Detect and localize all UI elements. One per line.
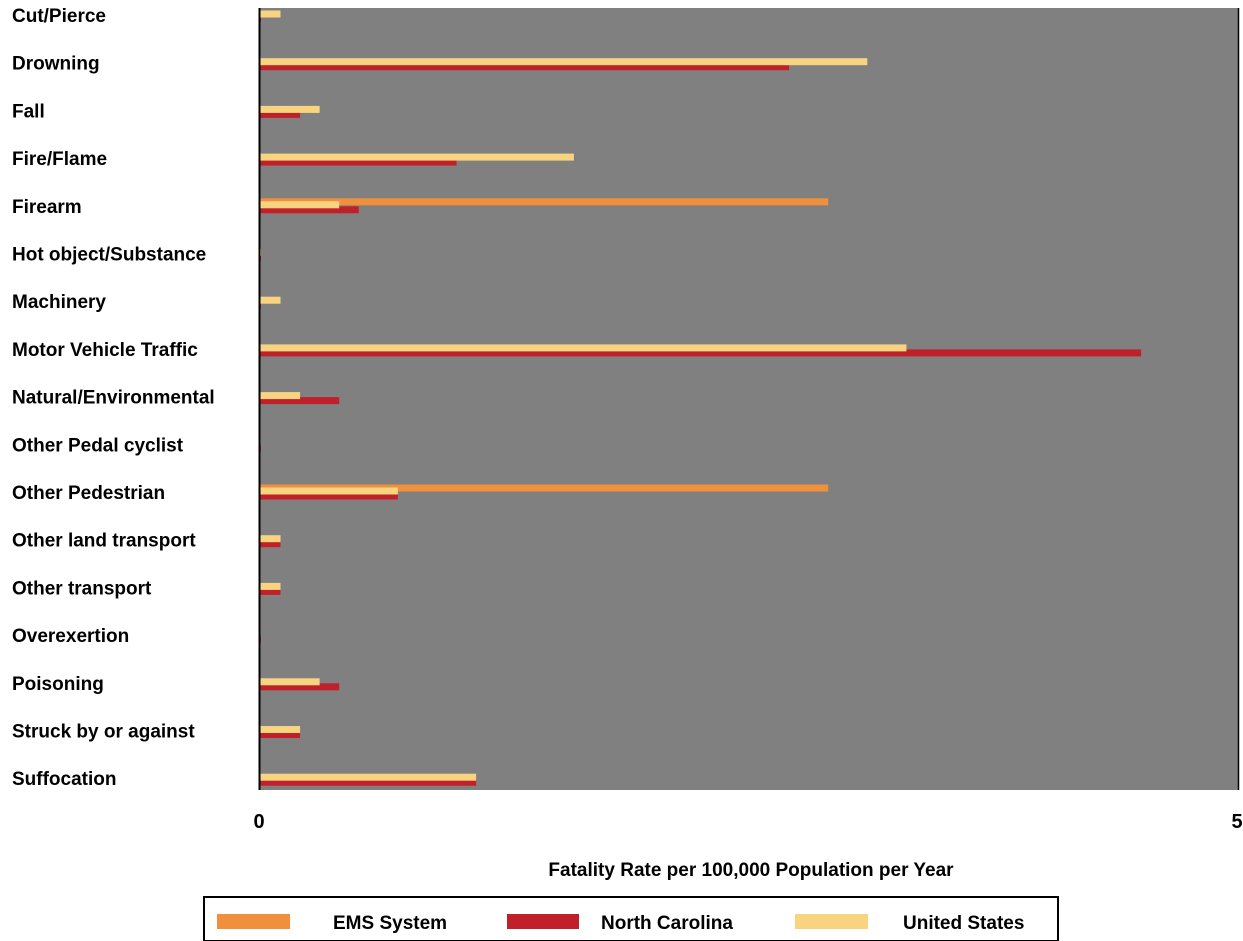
bar-north-carolina-motor-vehicle-traffic <box>259 349 1142 357</box>
bar-united-states-firearm <box>259 201 340 209</box>
category-label-other-pedestrian: Other Pedestrian <box>12 483 165 504</box>
category-label-motor-vehicle-traffic: Motor Vehicle Traffic <box>12 340 198 361</box>
bar-north-carolina-natural-environmental <box>259 397 340 405</box>
x-tick-label-0: 0 <box>253 811 264 833</box>
bar-united-states-suffocation <box>259 773 477 781</box>
bars-group <box>259 10 1142 786</box>
bar-united-states-other-transport <box>259 582 281 590</box>
legend-swatch-north-carolina <box>507 914 579 929</box>
legend-label-ems-system: EMS System <box>333 913 447 934</box>
bar-north-carolina-firearm <box>259 206 359 214</box>
legend-label-united-states: United States <box>903 913 1024 934</box>
category-label-fall: Fall <box>12 101 45 122</box>
category-label-cut-pierce: Cut/Pierce <box>12 6 106 27</box>
category-label-struck-by-or-against: Struck by or against <box>12 722 195 743</box>
category-label-suffocation: Suffocation <box>12 769 117 790</box>
bar-north-carolina-other-pedestrian <box>259 492 398 500</box>
bar-ems-system-other-pedestrian <box>259 484 829 492</box>
plot-area <box>259 8 1239 790</box>
bar-united-states-motor-vehicle-traffic <box>259 344 907 352</box>
bar-north-carolina-other-transport <box>259 587 281 595</box>
x-axis-title: Fatality Rate per 100,000 Population per… <box>548 860 954 881</box>
legend-box <box>203 896 1059 941</box>
bar-north-carolina-drowning <box>259 63 790 71</box>
x-tick-label-5: 5 <box>1231 811 1242 833</box>
bar-north-carolina-suffocation <box>259 778 477 786</box>
category-label-other-land-transport: Other land transport <box>12 531 196 552</box>
category-label-hot-object-substance: Hot object/Substance <box>12 245 206 266</box>
category-label-natural-environmental: Natural/Environmental <box>12 388 215 409</box>
category-label-drowning: Drowning <box>12 54 100 75</box>
bar-united-states-poisoning <box>259 678 320 686</box>
bar-united-states-drowning <box>259 58 868 66</box>
legend-swatch-united-states <box>795 914 868 929</box>
bar-united-states-natural-environmental <box>259 392 301 400</box>
bar-united-states-fall <box>259 105 320 113</box>
bar-north-carolina-fire-flame <box>259 158 457 166</box>
category-label-machinery: Machinery <box>12 292 106 313</box>
bar-north-carolina-poisoning <box>259 683 340 691</box>
bar-united-states-fire-flame <box>259 153 574 161</box>
bar-united-states-machinery <box>259 296 281 304</box>
category-label-firearm: Firearm <box>12 197 82 218</box>
bar-united-states-other-pedestrian <box>259 487 398 495</box>
category-label-overexertion: Overexertion <box>12 626 129 647</box>
bar-north-carolina-other-land-transport <box>259 540 281 548</box>
bar-north-carolina-struck-by-or-against <box>259 731 301 738</box>
category-label-other-transport: Other transport <box>12 578 152 599</box>
category-label-other-pedal-cyclist: Other Pedal cyclist <box>12 435 184 456</box>
category-label-fire-flame: Fire/Flame <box>12 149 107 170</box>
category-labels: Cut/Pierce Drowning Fall Fire/Flame Firearm H… <box>12 6 215 790</box>
bar-united-states-other-land-transport <box>259 535 281 543</box>
legend: EMS System North Carolina United States <box>203 896 1059 941</box>
legend-label-north-carolina: North Carolina <box>601 913 733 934</box>
legend-swatch-ems-system <box>217 914 290 929</box>
bar-ems-system-firearm <box>259 198 829 206</box>
bar-north-carolina-fall <box>259 110 301 118</box>
bar-united-states-struck-by-or-against <box>259 726 301 733</box>
category-label-poisoning: Poisoning <box>12 674 104 695</box>
bar-united-states-cut-pierce <box>259 10 281 18</box>
